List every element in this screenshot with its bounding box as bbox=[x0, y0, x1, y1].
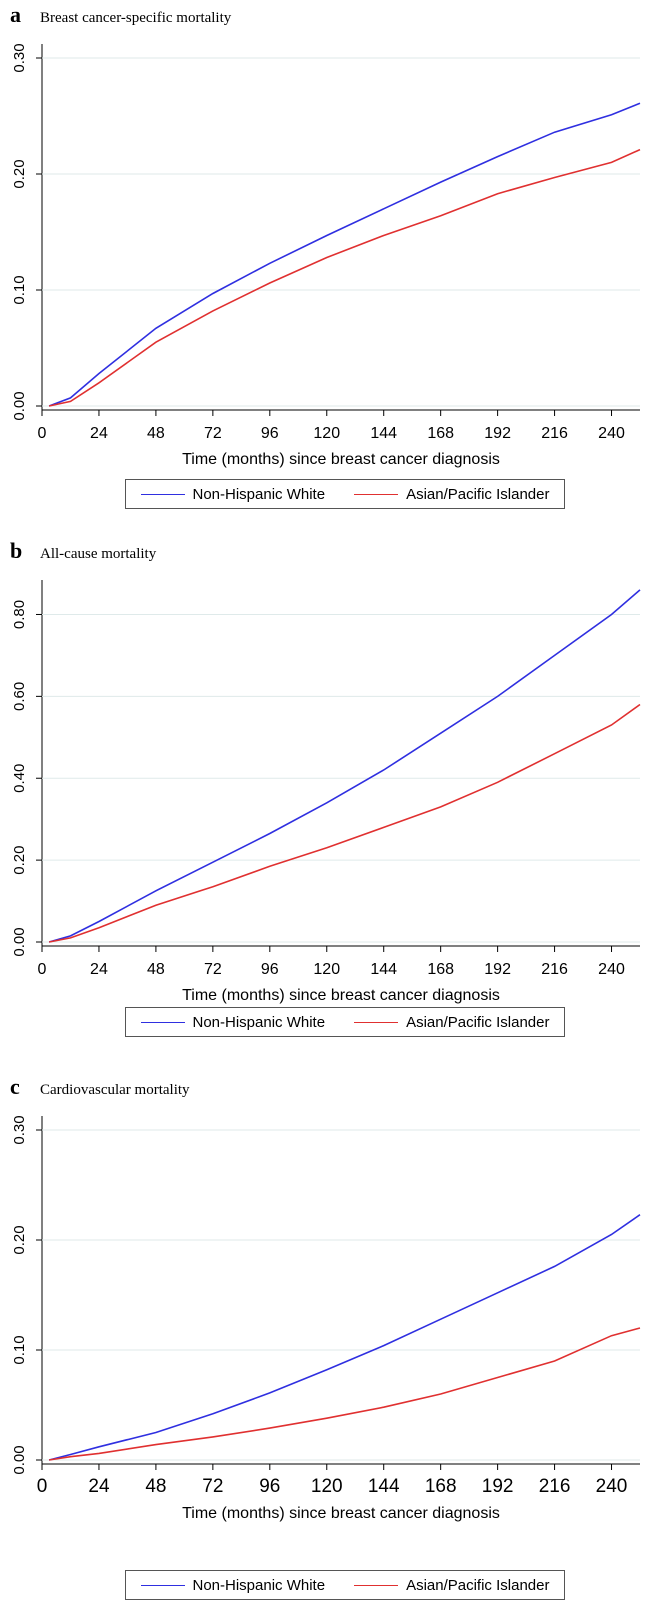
chart-breast-cancer-specific: 0.00 0.10 0.20 0.30 0 24 48 72 96 120 144 168 192 216… bbox=[11, 43, 641, 468]
x-tick-label: 168 bbox=[427, 425, 454, 442]
x-tick-label: 24 bbox=[90, 425, 108, 442]
legend-item-api: Asian/Pacific Islander bbox=[354, 486, 549, 503]
x-tick-label: 24 bbox=[88, 1476, 110, 1497]
legend-swatch-nhw bbox=[140, 493, 185, 495]
panel-letter: a bbox=[10, 2, 21, 27]
panel-title: Breast cancer-specific mortality bbox=[40, 10, 232, 26]
legend-item-nhw: Non-Hispanic White bbox=[140, 1013, 326, 1031]
x-tick-label: 96 bbox=[261, 425, 279, 442]
y-tick-label: 0.40 bbox=[11, 764, 28, 793]
x-axis-label: Time (months) since breast cancer diagno… bbox=[182, 1505, 500, 1522]
series-line-non-hispanic-white bbox=[48, 589, 641, 943]
y-tick-label: 0.00 bbox=[11, 1445, 28, 1474]
panel-breast-cancer-specific: a Breast cancer-specific mortality 0.00 0… bbox=[0, 0, 656, 532]
y-tick-label: 0.30 bbox=[11, 1115, 28, 1144]
x-tick-label: 144 bbox=[370, 425, 397, 442]
x-tick-label: 216 bbox=[541, 961, 568, 978]
chart-cardiovascular: 0.00 0.10 0.20 0.30 0 24 48 72 96 120 144 168 192 216… bbox=[11, 1115, 641, 1522]
legend-label-nhw: Non-Hispanic White bbox=[192, 485, 326, 503]
series-line-asian-pacific-islander bbox=[48, 1327, 641, 1461]
y-tick-label: 0.10 bbox=[11, 1335, 28, 1364]
x-tick-label: 72 bbox=[204, 961, 222, 978]
x-tick-label: 192 bbox=[484, 961, 511, 978]
legend-item-api: Asian/Pacific Islander bbox=[354, 1014, 549, 1031]
y-tick-label: 0.80 bbox=[11, 600, 28, 629]
x-tick-label: 168 bbox=[427, 961, 454, 978]
x-tick-label: 72 bbox=[204, 425, 222, 442]
series-line-non-hispanic-white bbox=[48, 102, 641, 407]
legend: Non-Hispanic White Asian/Pacific Islande… bbox=[125, 479, 565, 509]
x-tick-label: 48 bbox=[145, 1476, 166, 1497]
x-tick-label: 240 bbox=[596, 1476, 628, 1497]
legend-item-nhw: Non-Hispanic White bbox=[140, 1576, 326, 1594]
legend-item-api: Asian/Pacific Islander bbox=[354, 1577, 549, 1594]
panel-letter: c bbox=[10, 1074, 20, 1099]
x-tick-label: 72 bbox=[202, 1476, 223, 1497]
x-tick-label: 216 bbox=[541, 425, 568, 442]
x-tick-label: 96 bbox=[261, 961, 279, 978]
legend-label-api: Asian/Pacific Islander bbox=[406, 1576, 550, 1594]
legend-swatch-nhw bbox=[140, 1021, 185, 1023]
x-tick-label: 48 bbox=[147, 961, 165, 978]
series-line-asian-pacific-islander bbox=[48, 148, 641, 407]
y-tick-label: 0.60 bbox=[11, 682, 28, 711]
panel-cardiovascular: c Cardiovascular mortality 0.00 0.10 0.20 0… bbox=[0, 1072, 656, 1604]
x-tick-label: 48 bbox=[147, 425, 165, 442]
x-tick-label: 96 bbox=[259, 1476, 280, 1497]
x-tick-label: 192 bbox=[482, 1476, 514, 1497]
x-tick-label: 120 bbox=[313, 425, 340, 442]
series-line-asian-pacific-islander bbox=[48, 703, 641, 943]
x-tick-label: 24 bbox=[90, 961, 108, 978]
legend-label-api: Asian/Pacific Islander bbox=[406, 1013, 550, 1031]
legend-swatch-api bbox=[354, 493, 399, 495]
x-tick-label: 192 bbox=[484, 425, 511, 442]
y-tick-label: 0.20 bbox=[11, 1225, 28, 1254]
panel-all-cause: b All-cause mortality 0.00 0.20 0.40 0.60 0.… bbox=[0, 536, 656, 1068]
x-tick-label: 144 bbox=[368, 1476, 400, 1497]
x-axis-label: Time (months) since breast cancer diagno… bbox=[182, 451, 500, 468]
chart-all-cause: 0.00 0.20 0.40 0.60 0.80 0 24 48 72 96 120 144 168 19… bbox=[11, 580, 641, 1004]
legend: Non-Hispanic White Asian/Pacific Islande… bbox=[125, 1007, 565, 1037]
x-tick-label: 240 bbox=[598, 425, 625, 442]
x-tick-label: 168 bbox=[425, 1476, 457, 1497]
x-tick-label: 240 bbox=[598, 961, 625, 978]
series-line-non-hispanic-white bbox=[48, 1214, 641, 1461]
y-tick-label: 0.00 bbox=[11, 927, 28, 956]
legend-label-api: Asian/Pacific Islander bbox=[406, 485, 550, 503]
legend-swatch-api bbox=[354, 1584, 399, 1586]
legend-label-nhw: Non-Hispanic White bbox=[192, 1576, 326, 1594]
x-axis-label: Time (months) since breast cancer diagno… bbox=[182, 987, 500, 1004]
panel-title: All-cause mortality bbox=[40, 546, 157, 562]
legend: Non-Hispanic White Asian/Pacific Islande… bbox=[125, 1570, 565, 1600]
x-tick-label: 0 bbox=[37, 1476, 48, 1497]
legend-item-nhw: Non-Hispanic White bbox=[140, 485, 326, 503]
x-tick-label: 0 bbox=[38, 425, 47, 442]
x-tick-label: 120 bbox=[313, 961, 340, 978]
x-tick-label: 216 bbox=[539, 1476, 571, 1497]
y-tick-label: 0.20 bbox=[11, 846, 28, 875]
panel-title: Cardiovascular mortality bbox=[40, 1082, 190, 1098]
y-tick-label: 0.00 bbox=[11, 391, 28, 420]
y-tick-label: 0.20 bbox=[11, 159, 28, 188]
x-tick-label: 0 bbox=[38, 961, 47, 978]
y-tick-label: 0.30 bbox=[11, 43, 28, 72]
x-tick-label: 144 bbox=[370, 961, 397, 978]
legend-swatch-api bbox=[354, 1021, 399, 1023]
legend-swatch-nhw bbox=[140, 1584, 185, 1586]
y-tick-label: 0.10 bbox=[11, 275, 28, 304]
panel-letter: b bbox=[10, 538, 23, 563]
legend-label-nhw: Non-Hispanic White bbox=[192, 1013, 326, 1031]
x-tick-label: 120 bbox=[311, 1476, 343, 1497]
